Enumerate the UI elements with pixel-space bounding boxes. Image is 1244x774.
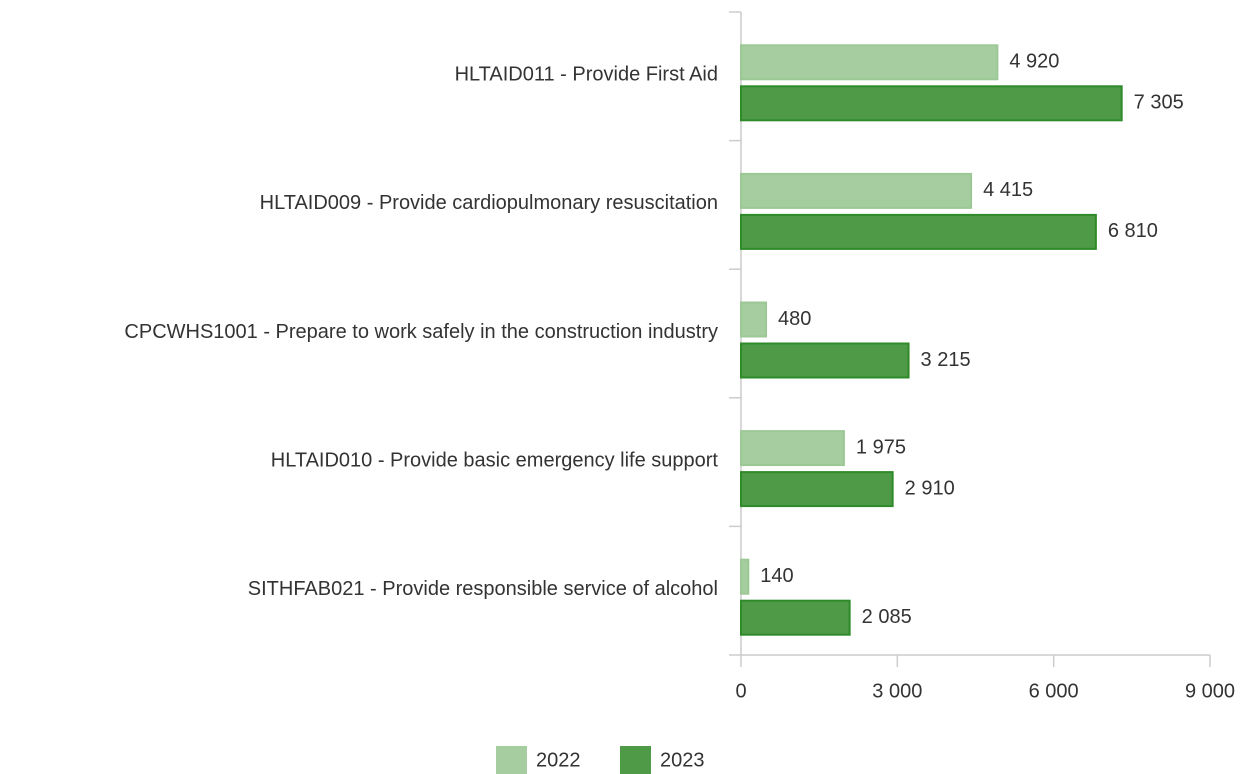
category-label: HLTAID010 - Provide basic emergency life… <box>271 449 719 471</box>
bar <box>740 558 750 595</box>
value-label: 2 910 <box>905 477 955 499</box>
bar <box>740 44 999 81</box>
value-label: 4 415 <box>983 179 1033 201</box>
value-label: 6 810 <box>1108 220 1158 242</box>
bar <box>740 471 894 508</box>
value-label: 2 085 <box>862 606 912 628</box>
value-label: 1 975 <box>856 436 906 458</box>
legend-swatch <box>620 746 651 774</box>
x-tick-label: 3 000 <box>872 680 922 702</box>
bar <box>740 430 845 467</box>
category-label: HLTAID011 - Provide First Aid <box>455 64 718 86</box>
x-tick-label: 0 <box>735 680 746 702</box>
x-tick-label: 9 000 <box>1185 680 1235 702</box>
category-label: SITHFAB021 - Provide responsible service… <box>248 578 718 600</box>
value-label: 4 920 <box>1009 51 1059 73</box>
bar <box>740 301 768 338</box>
bar <box>740 213 1097 250</box>
bar <box>740 172 973 209</box>
x-tick-label: 6 000 <box>1029 680 1079 702</box>
bar <box>740 599 851 636</box>
bar <box>740 342 910 379</box>
value-label: 3 215 <box>921 349 971 371</box>
legend-swatch <box>496 746 527 774</box>
value-label: 480 <box>778 308 811 330</box>
legend-label: 2023 <box>660 749 705 771</box>
category-label: HLTAID009 - Provide cardiopulmonary resu… <box>260 192 718 214</box>
bar <box>740 85 1123 122</box>
category-label: CPCWHS1001 - Prepare to work safely in t… <box>124 321 718 343</box>
legend-label: 2022 <box>536 749 581 771</box>
value-label: 7 305 <box>1134 92 1184 114</box>
value-label: 140 <box>760 565 793 587</box>
